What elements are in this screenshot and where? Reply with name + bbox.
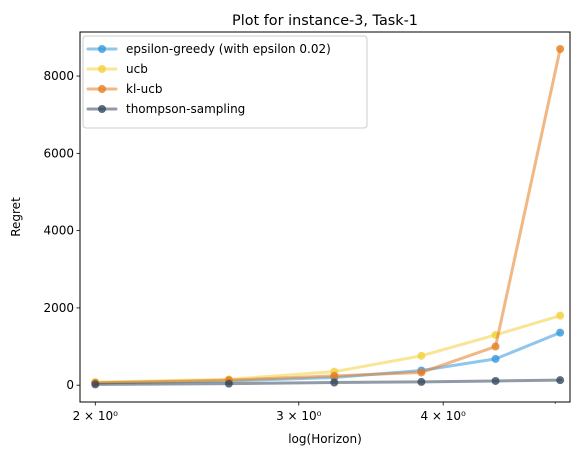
x-tick-label: 3 × 10⁰ (276, 409, 322, 423)
legend-label-0: epsilon-greedy (with epsilon 0.02) (126, 42, 331, 56)
y-tick-label: 6000 (43, 146, 74, 160)
chart-title: Plot for instance-3, Task-1 (232, 13, 418, 29)
series-1-point (556, 311, 565, 320)
series-3-point (491, 376, 500, 385)
plot-frame (79, 31, 571, 403)
series-3-point (417, 377, 426, 386)
series-2-point (556, 45, 565, 54)
x-tick-label: 4 × 10⁰ (420, 409, 466, 423)
series-3-point (330, 378, 339, 387)
series-0-point (556, 328, 565, 337)
series-line-3 (93, 378, 562, 386)
y-axis-label: Regret (9, 197, 23, 237)
series-3-point (556, 376, 565, 385)
legend-marker-2 (98, 85, 106, 93)
series-1-point (417, 351, 426, 360)
series-2-point (491, 342, 500, 351)
legend-marker-0 (98, 45, 106, 53)
x-tick-label: 2 × 10⁰ (73, 409, 119, 423)
legend-marker-1 (98, 65, 106, 73)
y-tick-label: 4000 (43, 224, 74, 238)
series-line-2 (93, 47, 562, 385)
series-2-point (330, 371, 339, 380)
legend-label-1: ucb (126, 62, 148, 76)
legend-box (82, 35, 368, 129)
series-2-point (417, 368, 426, 377)
legend-label-3: thompson-sampling (126, 102, 245, 116)
series-3-point (91, 380, 100, 389)
series-0-point (491, 354, 500, 363)
y-tick-label: 8000 (43, 69, 74, 83)
ticks-layer: 0 2000 4000 6000 8000 2 × 10⁰ 3 × 10⁰ 4 × 10⁰ (43, 69, 556, 423)
series-layer (91, 45, 565, 389)
y-tick-label: 0 (66, 378, 74, 392)
series-3-point (224, 379, 233, 388)
y-tick-label: 2000 (43, 301, 74, 315)
legend: epsilon-greedy (with epsilon 0.02) ucb kl-… (82, 35, 368, 129)
legend-marker-3 (98, 105, 106, 113)
legend-label-2: kl-ucb (126, 82, 162, 96)
x-axis-label: log(Horizon) (288, 432, 362, 446)
